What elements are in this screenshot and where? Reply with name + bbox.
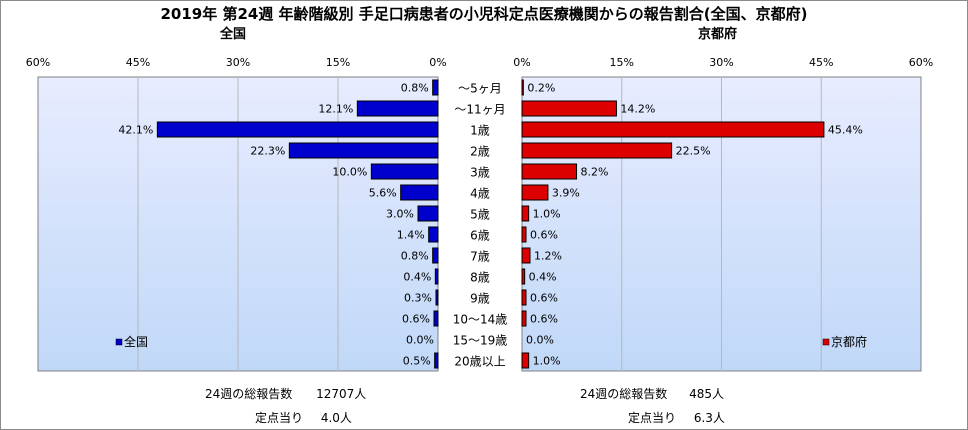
national-per-point: 定点当り 4.0人 <box>255 409 352 426</box>
national-value-label: 3.0% <box>386 208 414 221</box>
kyoto-value-label: 0.6% <box>530 313 558 326</box>
national-value-label: 0.6% <box>402 313 430 326</box>
age-category-label: 7歳 <box>470 250 490 264</box>
national-bar <box>432 247 439 264</box>
kyoto-bar <box>521 142 673 159</box>
national-value-label: 22.3% <box>250 145 285 158</box>
kyoto-bar <box>521 247 531 264</box>
age-category-label: 1歳 <box>470 124 490 138</box>
kyoto-total-value: 485人 <box>689 387 725 401</box>
age-category-label: 15～19歳 <box>453 334 508 348</box>
national-perpoint-value: 4.0人 <box>320 411 352 425</box>
age-category-label: 9歳 <box>470 292 490 306</box>
national-total-reports: 24週の総報告数 12707人 <box>205 385 366 402</box>
national-value-label: 10.0% <box>332 166 367 179</box>
kyoto-bar <box>521 289 527 306</box>
national-value-label: 5.6% <box>369 187 397 200</box>
kyoto-perpoint-value: 6.3人 <box>693 411 725 425</box>
kyoto-value-label: 8.2% <box>581 166 609 179</box>
kyoto-value-label: 0.6% <box>530 229 558 242</box>
kyoto-tick-label: 0% <box>513 56 530 69</box>
national-bar <box>370 163 439 180</box>
national-tick-label: 0% <box>429 56 446 69</box>
kyoto-value-label: 45.4% <box>828 124 863 137</box>
national-tick-label: 30% <box>226 56 250 69</box>
kyoto-tick-label: 15% <box>610 56 634 69</box>
national-tick-label: 60% <box>26 56 50 69</box>
age-category-label: 20歳以上 <box>454 355 505 369</box>
national-total-label: 24週の総報告数 <box>205 387 293 401</box>
age-category-label: ～11ヶ月 <box>454 103 505 117</box>
kyoto-bar <box>521 205 530 222</box>
age-category-label: 2歳 <box>470 145 490 159</box>
national-value-label: 0.8% <box>401 250 429 263</box>
national-legend-label: 全国 <box>124 334 148 349</box>
national-value-label: 0.5% <box>403 355 431 368</box>
national-bar <box>156 121 439 138</box>
kyoto-bar <box>521 100 617 117</box>
age-category-label: 3歳 <box>470 166 490 180</box>
national-bar <box>433 310 439 327</box>
kyoto-total-reports: 24週の総報告数 485人 <box>580 385 724 402</box>
kyoto-bar <box>521 79 524 96</box>
national-value-label: 0.8% <box>401 82 429 95</box>
national-bar <box>434 268 439 285</box>
national-value-label: 0.0% <box>406 334 434 347</box>
national-bar <box>432 79 439 96</box>
kyoto-legend-label: 京都府 <box>831 334 867 349</box>
kyoto-bar <box>521 310 527 327</box>
national-tick-label: 45% <box>126 56 150 69</box>
age-category-label: 10～14歳 <box>453 313 508 327</box>
national-bar <box>417 205 439 222</box>
kyoto-value-label: 0.4% <box>529 271 557 284</box>
age-category-label: 6歳 <box>470 229 490 243</box>
age-category-label: 4歳 <box>470 187 490 201</box>
national-panel-title: 全国 <box>220 27 247 42</box>
kyoto-bar <box>521 121 825 138</box>
kyoto-legend-swatch <box>822 338 830 346</box>
national-total-value: 12707人 <box>316 387 367 401</box>
national-bar <box>356 100 439 117</box>
kyoto-tick-label: 30% <box>709 56 733 69</box>
national-bar <box>428 226 439 243</box>
kyoto-bar <box>521 163 578 180</box>
kyoto-tick-label: 60% <box>909 56 933 69</box>
national-tick-label: 15% <box>326 56 350 69</box>
national-bar <box>400 184 439 201</box>
age-category-label: ～5ヶ月 <box>458 82 502 96</box>
kyoto-bar <box>521 226 527 243</box>
national-bar <box>434 352 439 369</box>
kyoto-perpoint-label: 定点当り <box>628 411 677 425</box>
age-category-label: 8歳 <box>470 271 490 285</box>
kyoto-bar <box>521 184 549 201</box>
age-category-label: 5歳 <box>470 208 490 222</box>
kyoto-value-label: 1.0% <box>533 208 561 221</box>
kyoto-value-label: 0.6% <box>530 292 558 305</box>
kyoto-value-label: 14.2% <box>620 103 655 116</box>
national-bar <box>288 142 439 159</box>
national-legend-swatch <box>115 338 123 346</box>
kyoto-value-label: 22.5% <box>676 145 711 158</box>
kyoto-bar <box>521 352 530 369</box>
national-value-label: 0.4% <box>403 271 431 284</box>
national-bar <box>435 289 439 306</box>
kyoto-value-label: 1.0% <box>533 355 561 368</box>
national-value-label: 1.4% <box>397 229 425 242</box>
national-value-label: 0.3% <box>404 292 432 305</box>
national-value-label: 12.1% <box>318 103 353 116</box>
kyoto-panel-title: 京都府 <box>698 27 738 42</box>
national-perpoint-label: 定点当り <box>255 411 304 425</box>
kyoto-value-label: 3.9% <box>552 187 580 200</box>
kyoto-value-label: 1.2% <box>534 250 562 263</box>
kyoto-per-point: 定点当り 6.3人 <box>628 409 725 426</box>
kyoto-total-label: 24週の総報告数 <box>580 387 668 401</box>
kyoto-value-label: 0.2% <box>527 82 555 95</box>
kyoto-bar <box>521 268 526 285</box>
chart-title: 2019年 第24週 年齢階級別 手足口病患者の小児科定点医療機関からの報告割合… <box>160 5 808 23</box>
kyoto-value-label: 0.0% <box>526 334 554 347</box>
kyoto-tick-label: 45% <box>809 56 833 69</box>
national-value-label: 42.1% <box>118 124 153 137</box>
